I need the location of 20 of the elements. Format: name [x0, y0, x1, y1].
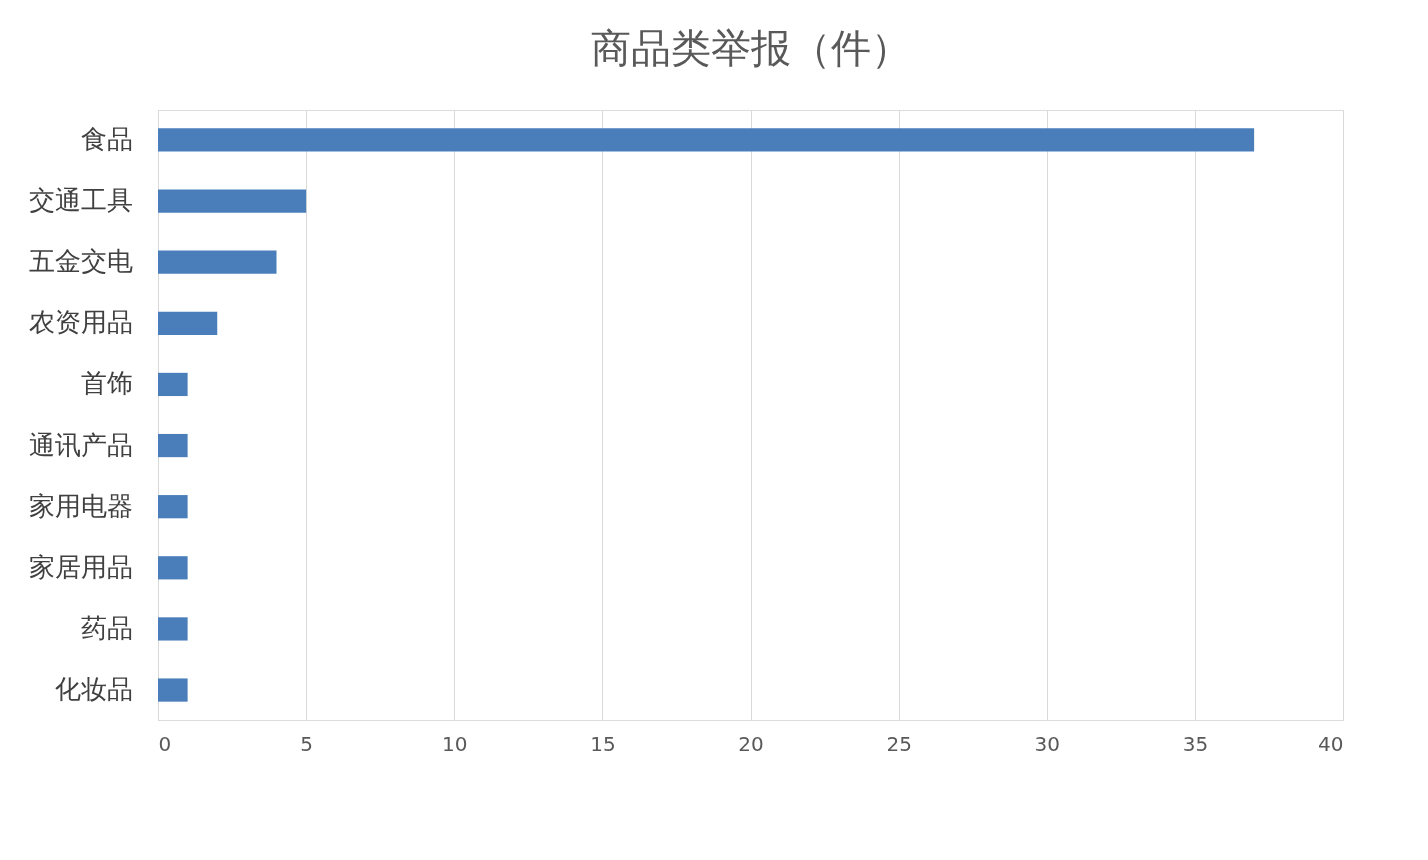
x-tick-label: 15 [590, 731, 616, 756]
y-tick-label: 家用电器 [28, 490, 133, 521]
chart-title: 商品类举报（件） [590, 25, 911, 71]
x-tick-label: 40 [1318, 731, 1344, 756]
y-tick-label: 首饰 [80, 368, 133, 399]
x-tick-label: 10 [442, 731, 468, 756]
x-tick-label: 25 [886, 731, 912, 756]
y-tick-label: 农资用品 [28, 307, 133, 338]
y-tick-label: 化妆品 [54, 674, 133, 705]
y-tick-label: 家居用品 [28, 551, 133, 582]
y-tick-label: 五金交电 [28, 246, 133, 277]
x-tick-label: 20 [738, 731, 764, 756]
y-tick-label: 通讯产品 [28, 429, 133, 460]
x-tick-label: 0 [158, 731, 172, 756]
y-tick-label: 食品 [80, 123, 133, 154]
x-tick-label: 5 [300, 731, 313, 756]
x-tick-label: 35 [1182, 731, 1209, 756]
x-tick-label: 30 [1034, 731, 1060, 756]
y-tick-label: 交通工具 [28, 185, 133, 216]
y-tick-label: 药品 [80, 612, 133, 643]
